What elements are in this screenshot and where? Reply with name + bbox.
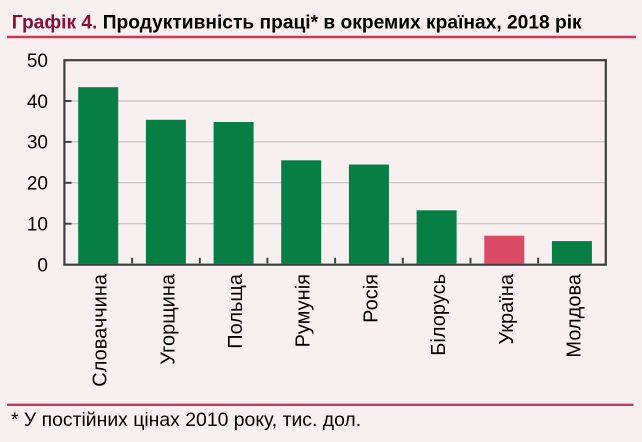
- svg-text:10: 10: [27, 214, 48, 235]
- svg-text:Угорщина: Угорщина: [157, 273, 179, 365]
- svg-text:Словаччина: Словаччина: [90, 273, 112, 387]
- svg-text:Графік 4. Продуктивність праці: Графік 4. Продуктивність праці* в окреми…: [12, 13, 582, 34]
- svg-text:Білорусь: Білорусь: [428, 274, 450, 356]
- svg-text:40: 40: [27, 92, 48, 113]
- svg-text:30: 30: [27, 133, 48, 154]
- svg-text:Румунія: Румунія: [293, 274, 315, 347]
- svg-text:50: 50: [27, 51, 48, 72]
- svg-text:Україна: Україна: [496, 273, 518, 344]
- svg-text:20: 20: [27, 174, 48, 195]
- svg-text:0: 0: [37, 255, 48, 276]
- svg-text:* У постійних цінах 2010 року,: * У постійних цінах 2010 року, тис. дол.: [11, 409, 361, 431]
- svg-text:Польща: Польща: [225, 273, 247, 349]
- svg-text:Росія: Росія: [360, 274, 382, 323]
- svg-text:Молдова: Молдова: [563, 273, 585, 357]
